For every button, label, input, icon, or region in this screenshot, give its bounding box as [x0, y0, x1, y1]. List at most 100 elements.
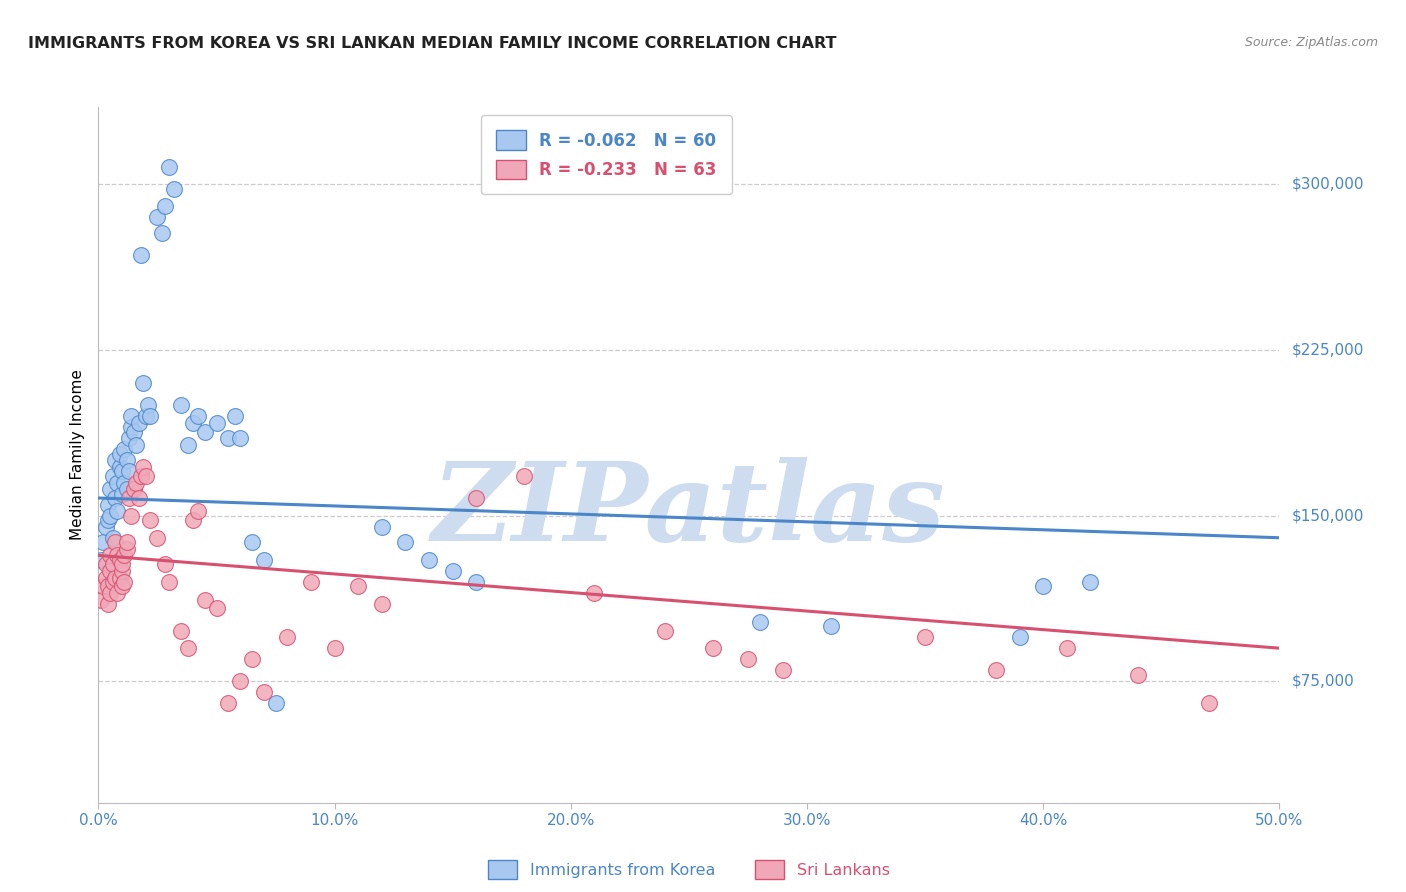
- Point: [187, 409, 209, 424]
- Point: [98, 564, 121, 578]
- Point: [98, 508, 121, 523]
- Point: [98, 482, 121, 496]
- Point: [101, 531, 124, 545]
- Point: [104, 535, 127, 549]
- Point: [111, 564, 134, 578]
- Point: [129, 248, 152, 262]
- Point: [125, 475, 148, 490]
- Point: [125, 438, 148, 452]
- Point: [122, 482, 145, 496]
- Point: [136, 398, 159, 412]
- Point: [108, 447, 131, 461]
- Point: [1032, 579, 1054, 593]
- Y-axis label: Median Family Income: Median Family Income: [69, 369, 84, 541]
- Point: [181, 513, 204, 527]
- Point: [135, 469, 157, 483]
- Point: [132, 376, 155, 391]
- Point: [98, 586, 121, 600]
- Point: [146, 531, 169, 545]
- Point: [418, 553, 440, 567]
- Point: [205, 416, 228, 430]
- Point: [146, 211, 169, 225]
- Point: [465, 491, 488, 505]
- Point: [104, 453, 127, 467]
- Point: [91, 535, 114, 549]
- Point: [1056, 641, 1078, 656]
- Point: [112, 549, 135, 563]
- Point: [163, 182, 186, 196]
- Point: [90, 553, 112, 567]
- Point: [121, 508, 143, 523]
- Point: [181, 416, 204, 430]
- Text: ZIPatlas: ZIPatlas: [432, 457, 946, 565]
- Point: [217, 697, 239, 711]
- Point: [115, 482, 138, 496]
- Point: [108, 570, 131, 584]
- Point: [128, 491, 150, 505]
- Point: [115, 453, 138, 467]
- Point: [157, 574, 180, 589]
- Point: [121, 420, 143, 434]
- Point: [91, 579, 114, 593]
- Text: Source: ZipAtlas.com: Source: ZipAtlas.com: [1244, 36, 1378, 49]
- Point: [105, 549, 128, 563]
- Point: [702, 641, 724, 656]
- Point: [112, 475, 135, 490]
- Point: [112, 574, 135, 589]
- Point: [97, 513, 120, 527]
- Point: [187, 504, 209, 518]
- Point: [105, 504, 128, 518]
- Point: [177, 438, 200, 452]
- Point: [748, 615, 770, 629]
- Point: [441, 564, 464, 578]
- Point: [153, 199, 176, 213]
- Point: [253, 685, 276, 699]
- Point: [128, 416, 150, 430]
- Point: [194, 425, 217, 439]
- Point: [108, 553, 131, 567]
- Text: $225,000: $225,000: [1291, 343, 1364, 358]
- Point: [115, 541, 138, 556]
- Point: [371, 519, 394, 533]
- Point: [1008, 630, 1031, 644]
- Point: [97, 579, 120, 593]
- Point: [90, 592, 112, 607]
- Point: [984, 663, 1007, 677]
- Point: [150, 226, 173, 240]
- Text: $75,000: $75,000: [1291, 673, 1354, 689]
- Point: [583, 586, 606, 600]
- Point: [121, 409, 143, 424]
- Point: [111, 579, 134, 593]
- Point: [111, 465, 134, 479]
- Point: [101, 558, 124, 572]
- Point: [122, 425, 145, 439]
- Point: [118, 491, 141, 505]
- Point: [224, 409, 246, 424]
- Point: [108, 460, 131, 475]
- Point: [118, 431, 141, 445]
- Legend: Immigrants from Korea, Sri Lankans: Immigrants from Korea, Sri Lankans: [482, 854, 896, 885]
- Point: [737, 652, 759, 666]
- Point: [170, 624, 193, 638]
- Point: [276, 630, 298, 644]
- Point: [772, 663, 794, 677]
- Point: [104, 491, 127, 505]
- Point: [205, 601, 228, 615]
- Point: [129, 469, 152, 483]
- Point: [253, 553, 276, 567]
- Point: [94, 519, 117, 533]
- Point: [153, 558, 176, 572]
- Point: [94, 570, 117, 584]
- Point: [111, 486, 134, 500]
- Point: [654, 624, 676, 638]
- Point: [104, 570, 127, 584]
- Point: [98, 549, 121, 563]
- Point: [94, 558, 117, 572]
- Point: [512, 469, 534, 483]
- Point: [465, 574, 488, 589]
- Point: [97, 597, 120, 611]
- Point: [97, 498, 120, 512]
- Point: [139, 513, 162, 527]
- Point: [914, 630, 936, 644]
- Point: [170, 398, 193, 412]
